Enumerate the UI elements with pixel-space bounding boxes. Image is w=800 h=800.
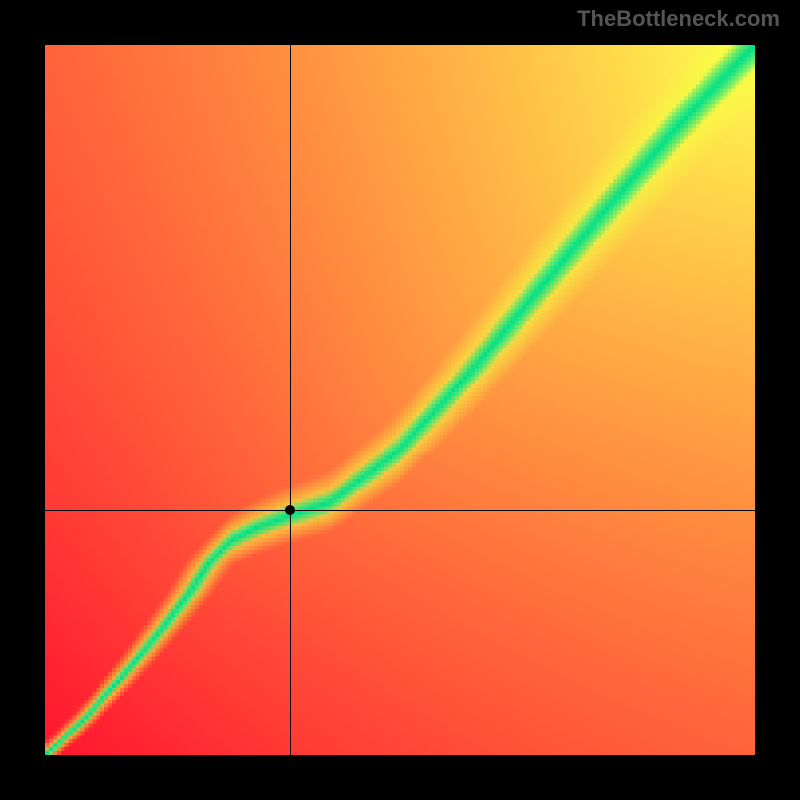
crosshair-vertical [290,45,291,755]
chart-container: TheBottleneck.com [0,0,800,800]
crosshair-marker [285,505,295,515]
heatmap-canvas [45,45,755,755]
heatmap-plot [45,45,755,755]
watermark-text: TheBottleneck.com [577,6,780,32]
crosshair-horizontal [45,510,755,511]
